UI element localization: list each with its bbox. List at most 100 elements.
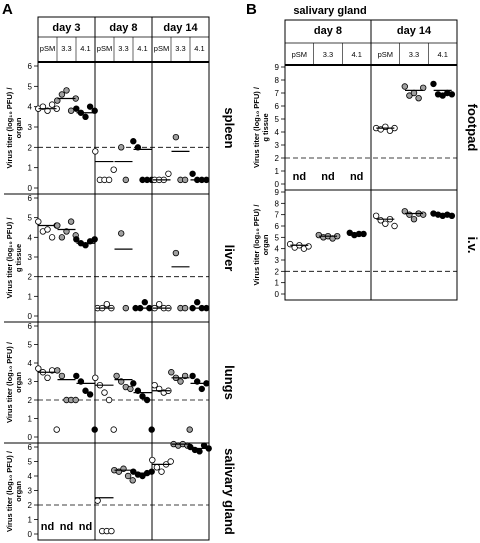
panel-a-point-4-1 — [91, 236, 98, 243]
panel-b-tick-label: 9 — [275, 63, 280, 72]
panel-a-point-3-3 — [186, 426, 193, 433]
panel-a-ylabel-line2: g tissue — [14, 244, 23, 272]
panel-b-point-3-3 — [410, 89, 418, 97]
panel-a-point-psm — [92, 148, 99, 155]
panel-a-day-label-day-14: day 14 — [163, 22, 198, 34]
panel-a-tick-label: 6 — [28, 62, 33, 71]
panel-a-point-3-3 — [58, 234, 66, 241]
panel-a-point-3-3 — [177, 378, 184, 385]
panel-b-group-label-3-3: 3.3 — [409, 50, 419, 59]
panel-a-point-psm — [153, 464, 161, 471]
panel-a-point-3-3 — [127, 385, 134, 393]
panel-a-point-3-3 — [54, 222, 61, 229]
panel-b-letter: B — [246, 1, 257, 18]
panel-b-tick-label: 1 — [275, 279, 280, 288]
panel-a-point-psm — [92, 374, 99, 381]
panel-a-point-psm — [48, 101, 56, 108]
panel-a-group-label-psm: pSM — [40, 44, 55, 53]
panel-a-point-3-3 — [117, 230, 125, 237]
panel-b-ylabel-line2: g tissue — [261, 113, 270, 141]
panel-a-point-4-1 — [73, 236, 80, 243]
panel-b-tick-label: 7 — [275, 211, 280, 220]
panel-a-point-psm — [105, 396, 113, 404]
panel-a-point-3-3 — [129, 477, 136, 484]
panel-a-point-4-1 — [189, 372, 196, 380]
panel-a-tick-label: 3 — [28, 123, 33, 132]
panel-b-title: salivary gland — [293, 5, 366, 17]
panel-a-point-psm — [151, 382, 158, 389]
panel-a-tick-label: 5 — [28, 458, 33, 467]
panel-a-point-4-1 — [189, 170, 196, 177]
panel-a-point-4-1 — [73, 372, 80, 380]
panel-a-tick-label: 4 — [28, 233, 33, 242]
panel-a-tick-label: 1 — [28, 164, 33, 173]
panel-a-group-label-psm: pSM — [97, 44, 112, 53]
panel-b-tick-label: 3 — [275, 141, 280, 150]
panel-a-point-4-1 — [82, 113, 89, 121]
panel-b-nd-label: nd — [293, 171, 306, 183]
panel-a-point-psm — [108, 527, 115, 535]
panel-b-tick-label: 7 — [275, 89, 280, 98]
panel-b-nd-label: nd — [350, 171, 363, 183]
panel-a-point-3-3 — [181, 176, 189, 184]
panel-a-nd-label: nd — [79, 521, 92, 533]
panel-a-ylabel-line1: Virus titer (log₁₀ PFU) / — [5, 87, 14, 169]
panel-b-point-psm — [305, 243, 312, 250]
panel-a-point-3-3 — [58, 372, 66, 380]
panel-a-point-4-1 — [141, 299, 148, 306]
panel-a-tick-label: 2 — [28, 396, 33, 405]
panel-a-ylabel-salivary-gland: Virus titer (log₁₀ PFU) /organ — [5, 450, 23, 532]
panel-a-point-3-3 — [67, 107, 75, 114]
panel-a-point-psm — [35, 365, 42, 372]
panel-a-nd-label: nd — [60, 521, 73, 533]
panel-a-row-label-liver: liver — [222, 245, 237, 272]
panel-a-point-psm — [167, 458, 174, 465]
panel-a-point-4-1 — [196, 448, 203, 455]
panel-a-group-label-3-3: 3.3 — [61, 44, 71, 53]
panel-a-frame — [37, 16, 210, 541]
panel-a-point-4-1 — [130, 380, 137, 387]
panel-a-group-label-4-1: 4.1 — [137, 44, 147, 53]
panel-a-point-psm — [39, 103, 47, 110]
panel-a-point-psm — [149, 456, 156, 464]
panel-a-point-3-3 — [63, 87, 70, 94]
panel-a-tick-label: 2 — [28, 273, 33, 282]
panel-a-point-psm — [110, 166, 117, 173]
panel-a-tick-label: 3 — [28, 253, 33, 262]
panel-b-tick-label: 1 — [275, 167, 280, 176]
panel-a-tick-label: 6 — [28, 322, 33, 331]
panel-a-tick-label: 6 — [28, 194, 33, 203]
panel-a-point-psm — [103, 301, 110, 308]
panel-a-point-3-3 — [122, 304, 129, 312]
panel-a-point-psm — [44, 107, 51, 114]
panel-b-tick-label: 8 — [275, 199, 280, 208]
panel-a-point-4-1 — [73, 105, 80, 112]
panel-b-tick-label: 5 — [275, 115, 280, 124]
panel-a-point-3-3 — [54, 367, 61, 374]
panel-a-point-3-3 — [168, 369, 175, 376]
panel-a-point-4-1 — [91, 426, 98, 433]
panel-a-point-psm — [53, 426, 60, 433]
panel-a-point-3-3 — [181, 304, 189, 312]
panel-a-point-psm — [48, 234, 56, 241]
panel-b-point-4-1 — [448, 91, 456, 98]
panel-a-ylabel-lungs: Virus titer (log₁₀ PFU) /organ — [5, 341, 23, 423]
panel-a-day-label-day-8: day 8 — [109, 22, 137, 34]
panel-b-tick-label: 2 — [275, 267, 280, 276]
panel-a-tick-label: 0 — [28, 312, 33, 321]
panel-a-tick-label: 3 — [28, 378, 33, 387]
panel-a-point-psm — [44, 226, 51, 233]
panel-b-point-3-3 — [401, 208, 408, 215]
panel-a-row-label-spleen: spleen — [222, 107, 237, 148]
panel-a-point-psm — [155, 301, 163, 308]
panel-a-point-psm — [158, 468, 165, 475]
panel-a-point-3-3 — [72, 396, 79, 404]
panel-a-point-4-1 — [143, 396, 151, 404]
panel-a-tick-label: 0 — [28, 530, 33, 539]
panel-a-group-label-4-1: 4.1 — [194, 44, 204, 53]
panel-b-nd-label: nd — [321, 171, 334, 183]
panel-a-ylabel-line2: organ — [14, 372, 23, 393]
panel-a-row-label-salivary-gland: salivary gland — [222, 448, 237, 535]
panel-a-tick-label: 6 — [28, 443, 33, 452]
